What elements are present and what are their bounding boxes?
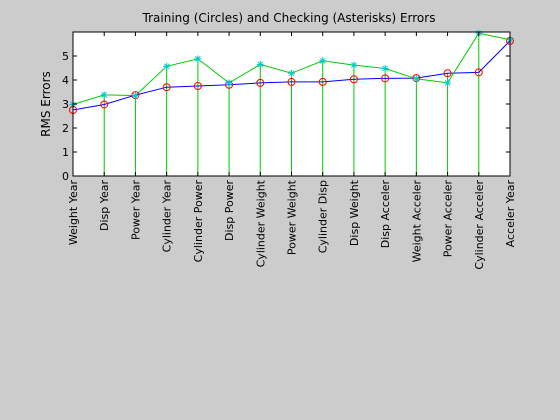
asterisk-marker <box>350 61 358 69</box>
y-axis: 0 1 2 3 4 5 <box>62 50 510 183</box>
asterisk-marker <box>163 62 171 70</box>
asterisk-marker <box>194 55 202 63</box>
circle-marker <box>256 78 265 87</box>
circle-marker <box>349 75 358 84</box>
asterisk-marker <box>131 92 139 100</box>
circle-marker <box>162 83 171 92</box>
x-tick-label: Disp Acceler <box>379 180 392 249</box>
x-tick-label: Weight Acceler <box>410 180 423 263</box>
x-tick-label: Disp Power <box>223 180 236 241</box>
x-tick-label: Cylinder Year <box>161 180 174 253</box>
y-tick-label: 2 <box>62 122 69 135</box>
x-tick-label: Disp Year <box>98 180 111 232</box>
x-tick-label: Disp Weight <box>348 179 361 246</box>
asterisk-marker <box>256 60 264 68</box>
circle-marker <box>100 100 109 109</box>
x-axis: Weight Year Disp Year Power Year Cylinder Y… <box>67 32 517 270</box>
asterisk-marker <box>225 79 233 87</box>
circle-marker <box>443 69 452 78</box>
circle-marker <box>381 74 390 83</box>
x-tick-label: Weight Year <box>67 180 80 246</box>
asterisk-marker <box>100 91 108 99</box>
y-tick-label: 4 <box>62 74 69 87</box>
x-tick-label: Cylinder Power <box>192 180 205 263</box>
asterisk-marker <box>288 69 295 77</box>
chart-title: Training (Circles) and Checking (Asteris… <box>142 11 436 25</box>
x-tick-label: Acceler Year <box>504 180 517 248</box>
y-tick-label: 3 <box>62 98 69 111</box>
markers-layer <box>69 29 514 114</box>
circle-marker <box>318 77 327 86</box>
x-tick-label: Power Weight <box>286 179 299 255</box>
asterisk-marker <box>381 64 389 72</box>
circle-marker <box>474 68 483 77</box>
circle-marker <box>287 77 296 86</box>
asterisk-marker <box>319 57 327 65</box>
y-tick-label: 1 <box>62 146 69 159</box>
x-tick-label: Power Year <box>129 180 142 241</box>
x-tick-label: Cylinder Weight <box>254 179 267 267</box>
y-tick-label: 5 <box>62 50 69 63</box>
series-1-line <box>72 40 511 111</box>
x-tick-label: Power Acceler <box>442 180 455 258</box>
x-tick-label: Cylinder Disp <box>317 180 330 253</box>
y-axis-label: RMS Errors <box>39 71 53 137</box>
x-tick-label: Cylinder Acceler <box>473 180 486 270</box>
y-tick-label: 0 <box>62 170 69 183</box>
asterisk-marker <box>412 75 420 83</box>
circle-marker <box>193 82 202 90</box>
asterisk-marker <box>444 79 452 87</box>
